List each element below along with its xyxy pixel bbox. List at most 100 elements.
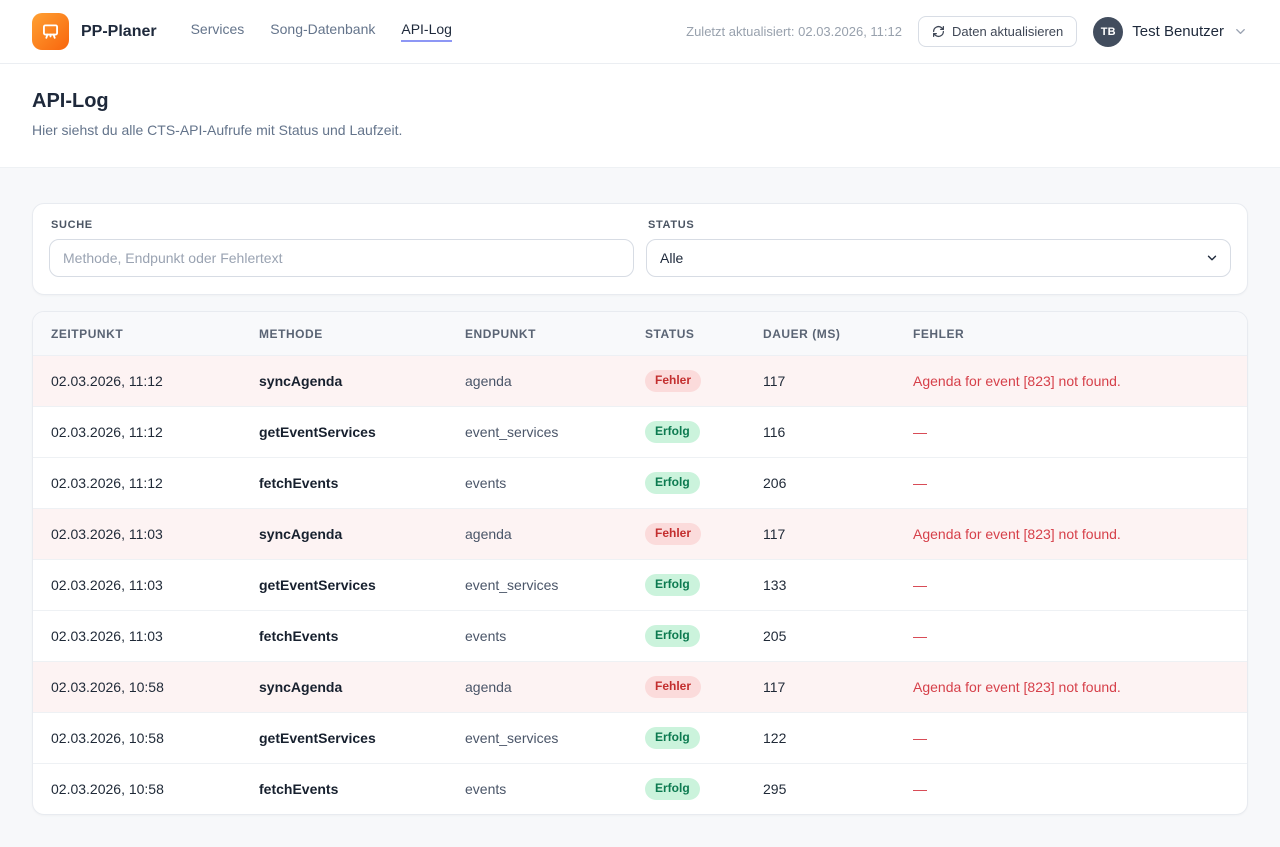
status-label: STATUS — [648, 219, 695, 231]
cell-method: getEventServices — [241, 712, 447, 764]
col-dauer: Dauer (ms) — [745, 312, 895, 356]
app-header: PP-Planer Services Song-Datenbank API-Lo… — [0, 0, 1280, 64]
table-row: 02.03.2026, 11:03 getEventServices event… — [33, 559, 1247, 611]
status-badge: Erfolg — [645, 625, 700, 647]
status-field-group: STATUS Alle — [646, 219, 1231, 277]
table-row: 02.03.2026, 10:58 fetchEvents events Erf… — [33, 763, 1247, 814]
col-zeitpunkt: Zeitpunkt — [33, 312, 241, 356]
cell-duration: 117 — [745, 508, 895, 560]
cell-status: Erfolg — [627, 559, 745, 611]
cell-status: Erfolg — [627, 406, 745, 458]
cell-error: Agenda for event [823] not found. — [895, 508, 1247, 560]
status-badge: Erfolg — [645, 421, 700, 443]
nav-item-api-log[interactable]: API-Log — [401, 21, 452, 42]
last-updated-text: Zuletzt aktualisiert: 02.03.2026, 11:12 — [686, 24, 902, 39]
avatar: TB — [1093, 16, 1124, 47]
cell-duration: 117 — [745, 661, 895, 713]
presentation-icon — [40, 21, 61, 42]
api-log-table: Zeitpunkt Methode Endpunkt Status Dauer … — [33, 312, 1247, 814]
api-log-table-card: Zeitpunkt Methode Endpunkt Status Dauer … — [32, 311, 1248, 815]
cell-timestamp: 02.03.2026, 11:03 — [33, 508, 241, 560]
cell-timestamp: 02.03.2026, 11:12 — [33, 355, 241, 407]
main-nav: Services Song-Datenbank API-Log — [191, 21, 452, 42]
cell-error: — — [895, 457, 1247, 509]
cell-timestamp: 02.03.2026, 11:03 — [33, 610, 241, 662]
user-name: Test Benutzer — [1132, 23, 1224, 40]
cell-error: — — [895, 559, 1247, 611]
status-badge: Erfolg — [645, 727, 700, 749]
cell-error: Agenda for event [823] not found. — [895, 661, 1247, 713]
cell-timestamp: 02.03.2026, 10:58 — [33, 712, 241, 764]
table-row: 02.03.2026, 11:12 fetchEvents events Erf… — [33, 457, 1247, 509]
table-row: 02.03.2026, 10:58 getEventServices event… — [33, 712, 1247, 764]
cell-timestamp: 02.03.2026, 11:12 — [33, 406, 241, 458]
table-row: 02.03.2026, 11:03 fetchEvents events Erf… — [33, 610, 1247, 662]
col-fehler: Fehler — [895, 312, 1247, 356]
table-row: 02.03.2026, 11:12 getEventServices event… — [33, 406, 1247, 458]
status-badge: Fehler — [645, 370, 702, 392]
nav-item-song-datenbank[interactable]: Song-Datenbank — [270, 21, 376, 37]
status-badge: Erfolg — [645, 574, 700, 596]
status-badge: Erfolg — [645, 472, 700, 494]
cell-endpoint: event_services — [447, 559, 627, 611]
search-input[interactable] — [49, 239, 634, 277]
log-table-body: 02.03.2026, 11:12 syncAgenda agenda Fehl… — [33, 355, 1247, 814]
cell-error: Agenda for event [823] not found. — [895, 355, 1247, 407]
refresh-icon — [932, 25, 945, 38]
cell-duration: 205 — [745, 610, 895, 662]
brand-name: PP-Planer — [81, 22, 157, 40]
cell-endpoint: events — [447, 457, 627, 509]
cell-error: — — [895, 610, 1247, 662]
cell-method: fetchEvents — [241, 610, 447, 662]
cell-endpoint: agenda — [447, 661, 627, 713]
table-row: 02.03.2026, 11:03 syncAgenda agenda Fehl… — [33, 508, 1247, 560]
table-row: 02.03.2026, 11:12 syncAgenda agenda Fehl… — [33, 355, 1247, 407]
cell-status: Fehler — [627, 355, 745, 407]
cell-endpoint: events — [447, 763, 627, 814]
cell-timestamp: 02.03.2026, 11:03 — [33, 559, 241, 611]
cell-timestamp: 02.03.2026, 11:12 — [33, 457, 241, 509]
cell-endpoint: agenda — [447, 508, 627, 560]
cell-endpoint: events — [447, 610, 627, 662]
status-badge: Fehler — [645, 676, 702, 698]
page-subtitle: Hier siehst du alle CTS-API-Aufrufe mit … — [32, 122, 403, 138]
user-menu[interactable]: TB Test Benutzer — [1093, 16, 1248, 47]
table-header: Zeitpunkt Methode Endpunkt Status Dauer … — [33, 312, 1247, 356]
cell-endpoint: event_services — [447, 406, 627, 458]
chevron-down-icon — [1233, 24, 1248, 39]
search-label: SUCHE — [51, 219, 93, 231]
cell-endpoint: event_services — [447, 712, 627, 764]
app-logo — [32, 13, 69, 50]
search-field-group: SUCHE — [49, 219, 634, 277]
cell-status: Fehler — [627, 508, 745, 560]
refresh-data-button[interactable]: Daten aktualisieren — [917, 16, 1078, 47]
header-right: Zuletzt aktualisiert: 02.03.2026, 11:12 … — [686, 16, 1248, 47]
status-badge: Fehler — [645, 523, 702, 545]
main-content: SUCHE STATUS Alle — [0, 168, 1280, 847]
cell-method: getEventServices — [241, 559, 447, 611]
status-select-wrap: Alle — [646, 239, 1231, 277]
cell-timestamp: 02.03.2026, 10:58 — [33, 661, 241, 713]
status-badge: Erfolg — [645, 778, 700, 800]
cell-duration: 133 — [745, 559, 895, 611]
cell-duration: 116 — [745, 406, 895, 458]
brand: PP-Planer — [32, 13, 157, 50]
cell-duration: 206 — [745, 457, 895, 509]
col-status: Status — [627, 312, 745, 356]
table-row: 02.03.2026, 10:58 syncAgenda agenda Fehl… — [33, 661, 1247, 713]
cell-status: Erfolg — [627, 610, 745, 662]
cell-method: syncAgenda — [241, 508, 447, 560]
page-title: API-Log — [32, 90, 109, 112]
filter-card: SUCHE STATUS Alle — [32, 203, 1248, 295]
cell-error: — — [895, 763, 1247, 814]
cell-method: syncAgenda — [241, 661, 447, 713]
cell-method: fetchEvents — [241, 457, 447, 509]
cell-status: Erfolg — [627, 763, 745, 814]
cell-status: Erfolg — [627, 712, 745, 764]
status-select[interactable]: Alle — [646, 239, 1231, 277]
col-methode: Methode — [241, 312, 447, 356]
nav-item-services[interactable]: Services — [190, 21, 245, 37]
refresh-button-label: Daten aktualisieren — [951, 24, 1064, 39]
page-head: API-Log Hier siehst du alle CTS-API-Aufr… — [0, 64, 1280, 168]
col-endpunkt: Endpunkt — [447, 312, 627, 356]
